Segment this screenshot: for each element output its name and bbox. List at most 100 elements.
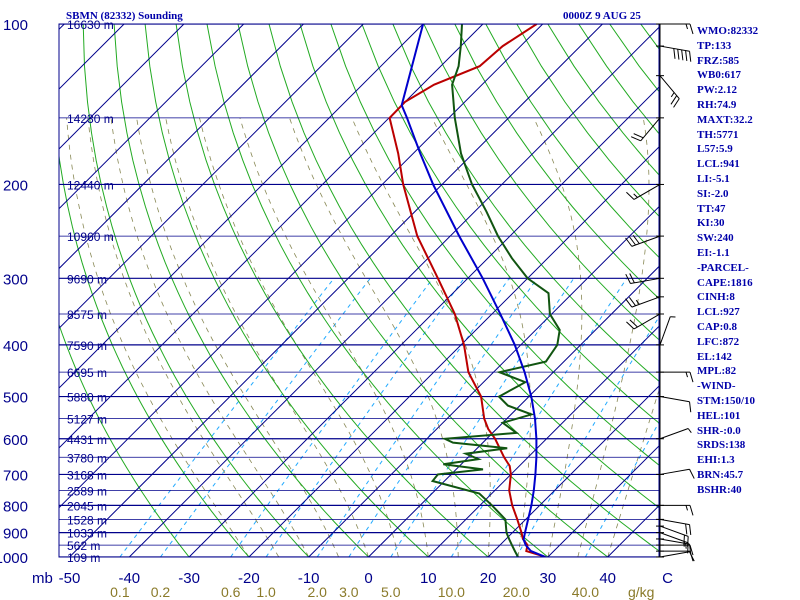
wind-barb-flag: [670, 95, 678, 105]
mixing-ratio-tick-label: 0.1: [110, 584, 130, 600]
mixing-ratio-line: [160, 277, 371, 557]
index-item: KI:30: [697, 217, 725, 230]
height-label: 5127 m: [67, 413, 107, 427]
wind-barb-half-flag: [685, 23, 688, 30]
index-item: EL:142: [697, 350, 732, 363]
index-item: LCL:927: [697, 306, 740, 319]
dry-adiabat: [206, 24, 549, 557]
mixing-ratio-tick-label: 3.0: [339, 584, 359, 600]
wind-barb-flag: [689, 23, 694, 35]
height-label: 7590 m: [67, 339, 107, 353]
wind-barb-flag: [689, 372, 694, 383]
wind-barb-flag: [625, 237, 633, 247]
mixing-ratio-line: [316, 278, 510, 557]
wind-barb-flag: [673, 98, 680, 108]
height-label: 1033 m: [67, 527, 107, 541]
index-item: SI:-2.0: [697, 187, 729, 200]
temperature-tick-label: -20: [238, 570, 260, 587]
wind-barb-staff: [659, 532, 689, 544]
mixing-ratio-tick-label: 1.0: [256, 584, 276, 600]
height-label: 3168 m: [67, 468, 107, 482]
wind-barb-half-flag: [685, 372, 688, 378]
height-label: 1528 m: [67, 513, 107, 527]
temperature-tick-label: -10: [298, 570, 320, 587]
index-item: -PARCEL-: [697, 261, 749, 274]
isotherm: [69, 24, 603, 557]
index-item: SW:240: [697, 232, 734, 245]
index-item: EHI:1.3: [697, 454, 735, 467]
index-item: RH:74.9: [697, 98, 737, 111]
isotherm: [368, 265, 659, 557]
mixing-ratio-line: [348, 278, 538, 557]
temperature-trace: [388, 24, 546, 557]
moist-adiabat: [87, 117, 280, 557]
wind-barb-flag: [689, 401, 692, 413]
index-item: EI:-1.1: [697, 246, 730, 259]
wind-barb-staff: [659, 518, 690, 526]
wind-barb-staff: [633, 184, 661, 200]
wind-barb-half-flag: [685, 543, 687, 549]
pressure-tick-label: 600: [3, 432, 28, 449]
moist-adiabat: [533, 117, 583, 557]
pressure-tick-label: 1000: [0, 550, 28, 567]
wind-barb-flag: [689, 51, 692, 62]
moist-adiabat: [607, 388, 659, 557]
moist-adiabat: [199, 117, 399, 557]
index-item: WMO:82332: [697, 25, 759, 37]
height-label: 2045 m: [67, 499, 107, 513]
wind-barb-flag: [629, 273, 635, 284]
moist-adiabat: [66, 117, 250, 557]
mixing-ratio-tick-label: 0.6: [221, 584, 241, 600]
wind-barb-staff: [659, 316, 671, 346]
index-item: WB0:617: [697, 69, 741, 82]
isotherm: [128, 26, 659, 557]
wind-barb-flag: [689, 544, 694, 556]
wind-barb-staff: [659, 75, 680, 99]
mixing-ratio-line: [265, 278, 465, 557]
index-item: STM:150/10: [697, 394, 756, 407]
pressure-tick-label: 200: [3, 177, 28, 194]
height-label: 2589 m: [67, 484, 107, 498]
pressure-tick-label: 900: [3, 526, 28, 543]
index-item: LI:-5.1: [697, 172, 730, 185]
temperature-unit-label: C: [662, 570, 673, 587]
mixing-ratio-tick-label: 2.0: [307, 584, 327, 600]
height-label: 9690 m: [67, 272, 107, 286]
wind-barb-flag: [632, 234, 640, 244]
temperature-tick-label: 0: [364, 570, 372, 587]
isotherm: [59, 24, 245, 210]
plot-frame: [58, 23, 660, 558]
index-item: MPL:82: [697, 365, 737, 378]
wind-barb-staff: [633, 313, 661, 330]
wind-barb-flag: [687, 536, 689, 547]
height-label: 5880 m: [67, 391, 107, 405]
height-label: 4431 m: [67, 433, 107, 447]
wind-barb-staff: [659, 428, 689, 440]
temperature-tick-label: 20: [480, 570, 497, 587]
mixing-ratio-unit-label: g/kg: [628, 584, 654, 600]
wind-barb-flag: [685, 523, 688, 535]
mixing-ratio-line: [230, 278, 434, 557]
dry-adiabat: [237, 24, 609, 557]
isotherm: [188, 86, 659, 557]
wind-barb-flag: [689, 544, 692, 555]
index-item: HEL:101: [697, 409, 741, 422]
index-item: SRDS:138: [697, 439, 746, 452]
index-item: TP:133: [697, 39, 732, 52]
isotherm: [308, 205, 659, 557]
temperature-tick-label: -50: [59, 570, 81, 587]
index-item: PW:2.12: [697, 84, 738, 97]
temperature-tick-label: 40: [599, 570, 616, 587]
wind-barb-flag: [689, 524, 692, 536]
wind-barb-flag: [689, 505, 694, 516]
wind-barb-staff: [659, 468, 690, 475]
mixing-ratio-tick-label: 0.2: [151, 584, 171, 600]
index-item: SHR-:0.0: [697, 424, 741, 437]
wind-barb-flag: [629, 319, 638, 328]
isotherm: [547, 445, 659, 557]
indices-panel: WMO:82332 TP:133 FRZ:585 WB0:617 PW:2.12 RH:7…: [697, 24, 800, 498]
wind-barb-flag: [626, 191, 635, 200]
mixing-ratio-tick-label: 10.0: [438, 584, 465, 600]
index-item: LCL:941: [697, 158, 740, 171]
temperature-tick-label: -30: [178, 570, 200, 587]
